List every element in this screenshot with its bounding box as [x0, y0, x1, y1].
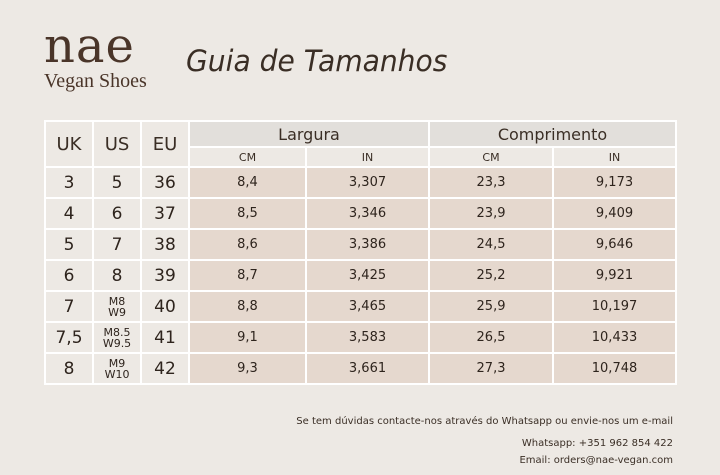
cell-uk: 4 — [44, 197, 94, 230]
table-row: 6 8 39 8,7 3,425 25,2 9,921 — [44, 259, 678, 292]
header-length-cm: CM — [428, 146, 555, 168]
header-width-group: Largura — [187, 120, 431, 148]
cell-eu: 38 — [140, 228, 190, 261]
email-contact[interactable]: Email: orders@nae-vegan.com — [519, 455, 673, 466]
cell-eu: 36 — [140, 166, 190, 199]
cell-length-cm: 24,5 — [428, 228, 555, 261]
cell-uk: 7,5 — [44, 321, 94, 354]
cell-eu: 41 — [140, 321, 190, 354]
whatsapp-contact[interactable]: Whatsapp: +351 962 854 422 — [521, 438, 673, 449]
cell-length-in: 10,433 — [552, 321, 678, 354]
page-title: Guia de Tamanhos — [186, 44, 448, 78]
cell-length-in: 9,173 — [552, 166, 678, 199]
cell-width-cm: 8,7 — [188, 259, 307, 292]
cell-uk: 3 — [44, 166, 94, 199]
cell-width-in: 3,346 — [304, 197, 431, 230]
cell-eu: 39 — [140, 259, 190, 292]
cell-us-line: W9.5 — [102, 336, 132, 350]
cell-length-cm: 25,2 — [428, 259, 555, 292]
cell-width-cm: 8,6 — [188, 228, 307, 261]
cell-length-cm: 23,9 — [428, 197, 555, 230]
header-us: US — [92, 120, 142, 168]
size-table-body: 3 5 36 8,4 3,307 23,3 9,173 4 6 37 8,5 3,346 23,9 9,4… — [44, 166, 678, 385]
header-eu: EU — [140, 120, 190, 168]
table-row: 5 7 38 8,6 3,386 24,5 9,646 — [44, 228, 678, 261]
brand-name: nae — [44, 18, 135, 74]
cell-length-cm: 26,5 — [428, 321, 555, 354]
cell-width-cm: 9,1 — [188, 321, 307, 354]
cell-us: 6 — [92, 197, 142, 230]
header-length-group: Comprimento — [428, 120, 678, 148]
cell-length-cm: 23,3 — [428, 166, 555, 199]
header-length-in: IN — [552, 146, 678, 168]
header-width-in: IN — [304, 146, 431, 168]
cell-width-in: 3,465 — [304, 290, 431, 323]
cell-us-line: W9 — [108, 305, 126, 319]
cell-us: M8.5 W9.5 — [92, 321, 142, 354]
cell-us: 7 — [92, 228, 142, 261]
cell-uk: 7 — [44, 290, 94, 323]
header-uk: UK — [44, 120, 94, 168]
cell-us: 8 — [92, 259, 142, 292]
cell-width-in: 3,425 — [304, 259, 431, 292]
cell-width-cm: 8,4 — [188, 166, 307, 199]
cell-width-cm: 9,3 — [188, 352, 307, 385]
table-row: 4 6 37 8,5 3,346 23,9 9,409 — [44, 197, 678, 230]
cell-length-in: 10,197 — [552, 290, 678, 323]
cell-width-in: 3,386 — [304, 228, 431, 261]
cell-uk: 6 — [44, 259, 94, 292]
table-row: 7 M8 W9 40 8,8 3,465 25,9 10,197 — [44, 290, 678, 323]
cell-width-cm: 8,8 — [188, 290, 307, 323]
table-row: 3 5 36 8,4 3,307 23,3 9,173 — [44, 166, 678, 199]
cell-uk: 8 — [44, 352, 94, 385]
cell-length-in: 9,409 — [552, 197, 678, 230]
cell-width-in: 3,583 — [304, 321, 431, 354]
cell-us-line: M9 — [108, 356, 126, 370]
cell-us: M9 W10 — [92, 352, 142, 385]
cell-eu: 37 — [140, 197, 190, 230]
cell-length-cm: 25,9 — [428, 290, 555, 323]
cell-length-in: 9,646 — [552, 228, 678, 261]
brand-logo: nae Vegan Shoes — [44, 22, 147, 92]
cell-us-line: M8 — [108, 294, 126, 308]
cell-us: 5 — [92, 166, 142, 199]
cell-eu: 42 — [140, 352, 190, 385]
cell-us-line: M8.5 — [103, 325, 131, 339]
table-row: 8 M9 W10 42 9,3 3,661 27,3 10,748 — [44, 352, 678, 385]
contact-text: Se tem dúvidas contacte-nos através do W… — [296, 416, 673, 427]
header-width-cm: CM — [188, 146, 307, 168]
cell-uk: 5 — [44, 228, 94, 261]
cell-width-in: 3,307 — [304, 166, 431, 199]
cell-length-in: 10,748 — [552, 352, 678, 385]
brand-subtitle: Vegan Shoes — [44, 70, 147, 92]
cell-eu: 40 — [140, 290, 190, 323]
cell-width-cm: 8,5 — [188, 197, 307, 230]
cell-us-line: W10 — [104, 367, 130, 381]
cell-length-cm: 27,3 — [428, 352, 555, 385]
table-row: 7,5 M8.5 W9.5 41 9,1 3,583 26,5 10,433 — [44, 321, 678, 354]
size-table: UK US EU Largura Comprimento CM IN CM IN… — [44, 120, 678, 385]
cell-length-in: 9,921 — [552, 259, 678, 292]
cell-width-in: 3,661 — [304, 352, 431, 385]
cell-us: M8 W9 — [92, 290, 142, 323]
